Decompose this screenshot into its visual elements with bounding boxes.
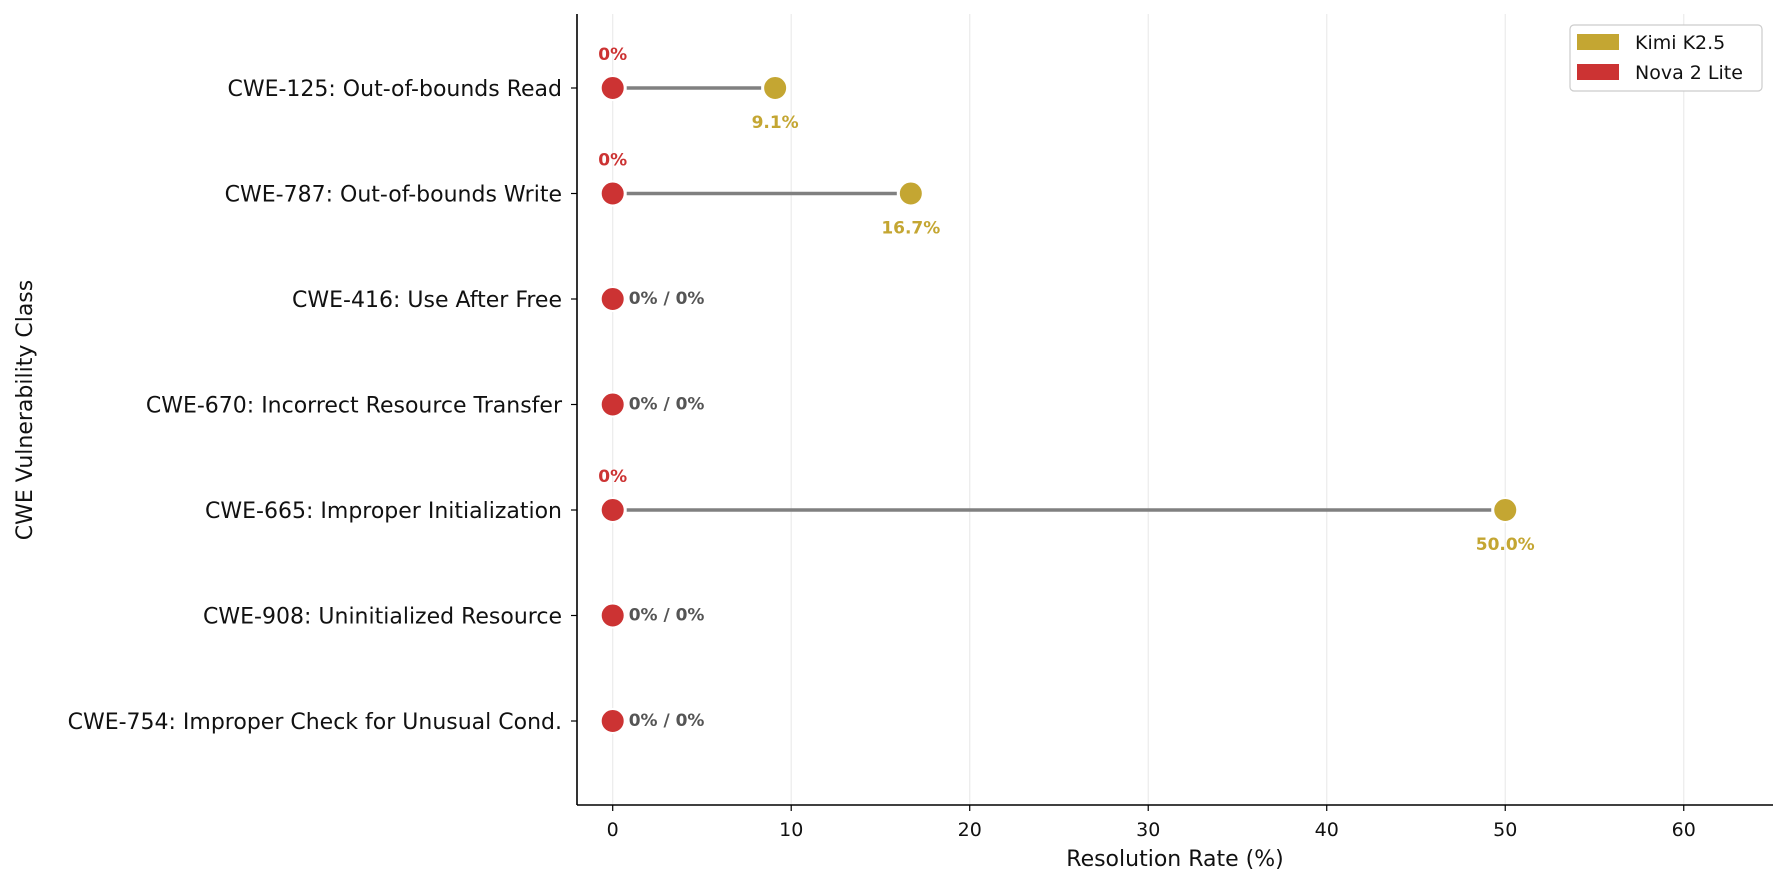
connector-lines	[626, 86, 1492, 512]
label-kimi-4: 50.0%	[1476, 535, 1535, 555]
data-markers	[599, 75, 1519, 734]
marker-nova-5	[599, 602, 626, 629]
x-tick-label-50: 50	[1493, 819, 1517, 841]
legend-swatch-1	[1577, 64, 1619, 80]
axes	[576, 14, 1773, 806]
marker-nova-0	[599, 75, 626, 101]
y-tick-label-3: CWE-670: Incorrect Resource Transfer	[146, 394, 563, 419]
value-labels: 9.1% 0% 16.7% 0% 0% / 0% 0% / 0% 50.0% 0% 0% / 0…	[598, 45, 1534, 731]
y-tick-label-4: CWE-665: Improper Initialization	[205, 499, 562, 524]
y-tick-label-5: CWE-908: Uninitialized Resource	[203, 605, 562, 630]
y-ticks: CWE-125: Out-of-bounds Read CWE-787: Out-…	[68, 77, 577, 735]
label-nova-1: 0%	[598, 151, 627, 171]
x-axis-title: Resolution Rate (%)	[1066, 847, 1283, 872]
label-both-5: 0% / 0%	[629, 606, 705, 626]
x-tick-label-10: 10	[779, 819, 803, 841]
marker-nova-3	[599, 391, 626, 418]
label-kimi-1: 16.7%	[881, 219, 940, 239]
x-tick-label-20: 20	[958, 819, 982, 841]
label-both-2: 0% / 0%	[629, 289, 705, 309]
y-axis-title: CWE Vulnerability Class	[13, 280, 38, 540]
label-both-3: 0% / 0%	[629, 395, 705, 415]
label-nova-4: 0%	[598, 467, 627, 487]
y-tick-label-1: CWE-787: Out-of-bounds Write	[225, 183, 562, 208]
legend: Kimi K2.5 Nova 2 Lite	[1569, 24, 1763, 92]
label-both-6: 0% / 0%	[629, 711, 705, 731]
legend-label-1: Nova 2 Lite	[1635, 62, 1743, 84]
marker-kimi-1	[897, 180, 924, 207]
marker-nova-2	[599, 286, 626, 312]
x-tick-label-60: 60	[1672, 819, 1696, 841]
legend-label-0: Kimi K2.5	[1635, 32, 1725, 54]
label-kimi-0: 9.1%	[752, 113, 799, 133]
marker-nova-4	[599, 497, 626, 523]
marker-kimi-4	[1492, 497, 1519, 523]
y-tick-label-6: CWE-754: Improper Check for Unusual Cond…	[68, 710, 562, 735]
x-tick-label-40: 40	[1315, 819, 1339, 841]
y-tick-label-2: CWE-416: Use After Free	[292, 288, 562, 313]
x-tick-label-30: 30	[1136, 819, 1160, 841]
x-gridlines	[612, 14, 1685, 805]
y-tick-label-0: CWE-125: Out-of-bounds Read	[227, 77, 562, 102]
marker-nova-6	[599, 708, 626, 734]
legend-swatch-0	[1577, 34, 1619, 50]
x-tick-label-0: 0	[607, 819, 619, 841]
label-nova-0: 0%	[598, 45, 627, 65]
marker-nova-1	[599, 180, 626, 207]
x-ticks: 0 10 20 30 40 50 60	[607, 805, 1696, 841]
marker-kimi-0	[762, 75, 789, 101]
